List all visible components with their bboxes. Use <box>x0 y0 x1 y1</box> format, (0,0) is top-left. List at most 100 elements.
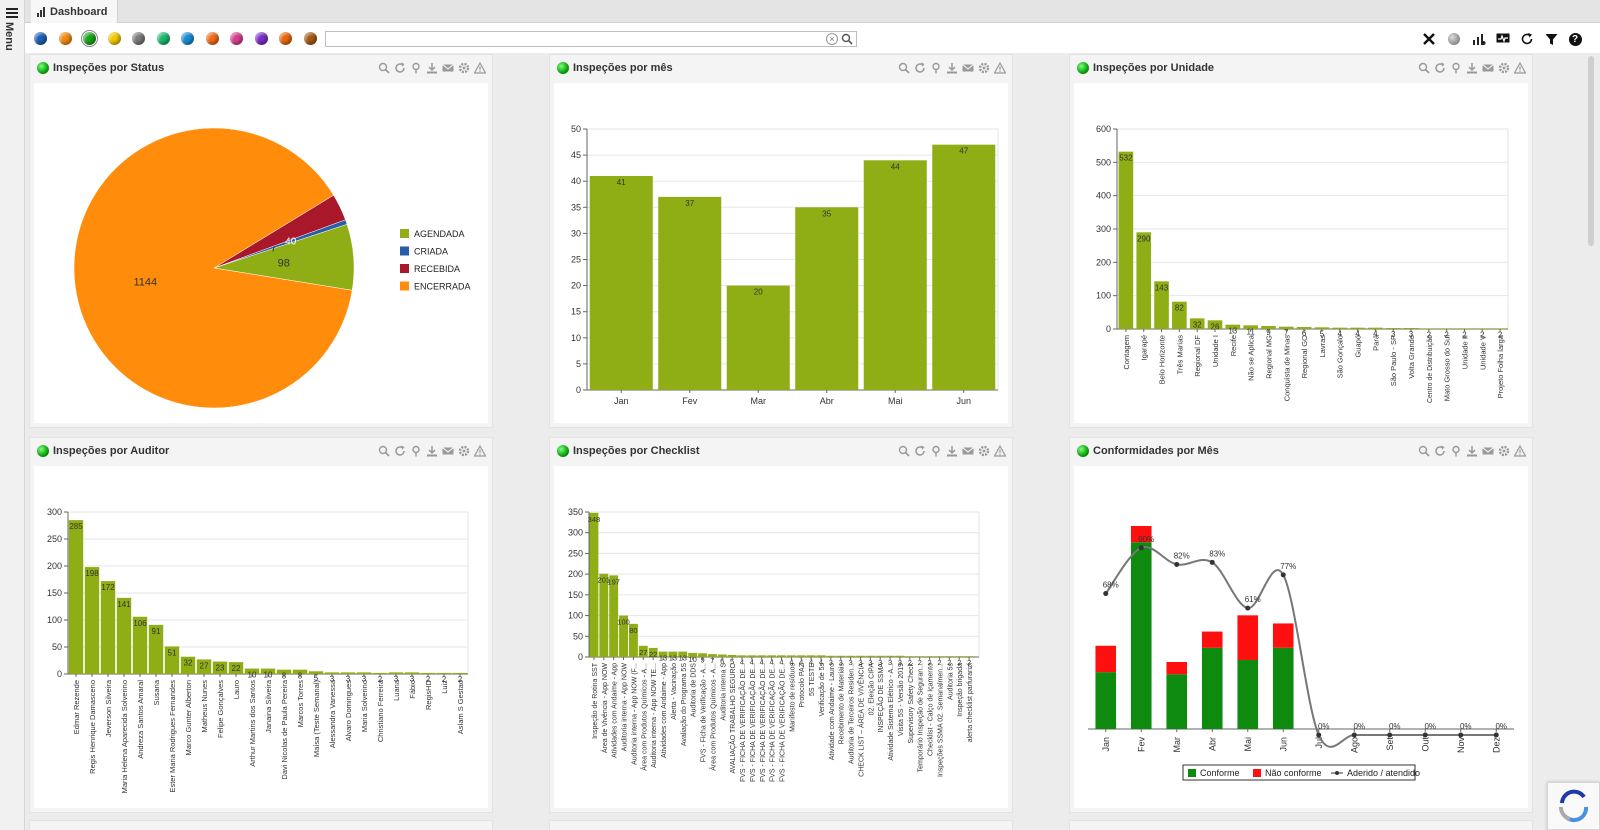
bar[interactable] <box>1368 327 1383 329</box>
bar[interactable] <box>915 656 925 657</box>
warning-icon[interactable] <box>473 61 487 74</box>
refresh-icon[interactable] <box>914 444 926 457</box>
bar[interactable] <box>68 520 84 674</box>
search-icon[interactable] <box>1418 61 1430 74</box>
bar[interactable] <box>372 672 388 674</box>
line-point[interactable] <box>1209 559 1215 565</box>
refresh-icon[interactable] <box>1434 61 1446 74</box>
warning-icon[interactable] <box>1513 61 1527 74</box>
color-filter-dot[interactable] <box>58 32 72 45</box>
email-icon[interactable] <box>1482 61 1494 74</box>
pin-icon[interactable] <box>930 61 942 74</box>
line-point[interactable] <box>1387 732 1393 738</box>
download-icon[interactable] <box>1466 444 1478 457</box>
menu-hamburger-icon[interactable] <box>6 8 18 20</box>
monitor-icon[interactable] <box>1495 31 1511 47</box>
bar[interactable] <box>1278 326 1294 329</box>
bar[interactable] <box>132 616 148 674</box>
bar[interactable] <box>589 512 599 657</box>
pin-icon[interactable] <box>1450 61 1462 74</box>
warning-icon[interactable] <box>1513 444 1527 457</box>
color-filter-dot[interactable] <box>230 32 243 45</box>
bar[interactable] <box>1457 328 1472 329</box>
bar[interactable] <box>717 654 727 657</box>
side-menu-toggle[interactable]: Menu <box>0 0 25 830</box>
bar[interactable] <box>244 668 260 674</box>
bar[interactable] <box>1439 328 1454 329</box>
bar[interactable] <box>164 646 180 674</box>
bar[interactable] <box>727 654 737 657</box>
color-filter-dot[interactable] <box>107 32 121 45</box>
bar[interactable] <box>1296 327 1312 329</box>
line-point[interactable] <box>1174 561 1180 567</box>
stacked-bar-segment[interactable] <box>1095 672 1117 729</box>
bar[interactable] <box>816 655 826 657</box>
email-icon[interactable] <box>1482 444 1494 457</box>
color-filter-dot[interactable] <box>156 32 170 45</box>
bar[interactable] <box>678 651 688 657</box>
bar[interactable] <box>148 624 164 674</box>
refresh-icon[interactable] <box>914 61 926 74</box>
bar[interactable] <box>308 671 324 674</box>
color-filter-dot[interactable] <box>181 32 194 45</box>
stacked-bar-segment[interactable] <box>1166 674 1188 729</box>
chart-settings-icon[interactable] <box>1471 31 1487 47</box>
email-icon[interactable] <box>962 444 974 457</box>
bar[interactable] <box>1474 328 1490 329</box>
gear-icon[interactable] <box>458 444 470 457</box>
gear-icon[interactable] <box>978 61 990 74</box>
line-point[interactable] <box>1458 732 1464 738</box>
bar[interactable] <box>757 655 767 657</box>
bar[interactable] <box>863 160 927 390</box>
filter-icon[interactable] <box>1543 31 1559 47</box>
bar[interactable] <box>935 656 944 657</box>
bar[interactable] <box>84 567 100 674</box>
line-point[interactable] <box>1493 732 1499 738</box>
close-icon[interactable] <box>1421 31 1437 47</box>
email-icon[interactable] <box>962 61 974 74</box>
refresh-icon[interactable] <box>394 444 406 457</box>
refresh-icon[interactable] <box>1519 31 1535 47</box>
download-icon[interactable] <box>946 444 958 457</box>
recaptcha-badge[interactable] <box>1547 782 1600 830</box>
bar[interactable] <box>388 672 404 674</box>
bar[interactable] <box>196 659 212 674</box>
bar[interactable] <box>865 655 875 657</box>
bar[interactable] <box>648 647 658 657</box>
bar[interactable] <box>688 652 698 657</box>
color-filter-dot[interactable] <box>205 32 219 45</box>
bar[interactable] <box>806 655 816 657</box>
download-icon[interactable] <box>1466 61 1478 74</box>
bar[interactable] <box>100 581 116 674</box>
warning-icon[interactable] <box>993 444 1007 457</box>
bar[interactable] <box>1225 324 1241 329</box>
search-icon[interactable] <box>378 444 390 457</box>
bar[interactable] <box>212 661 228 674</box>
bar[interactable] <box>658 196 722 390</box>
bar[interactable] <box>1332 327 1348 329</box>
search-icon[interactable] <box>898 444 910 457</box>
search-input[interactable] <box>328 32 818 46</box>
download-icon[interactable] <box>426 61 438 74</box>
color-filter-dot[interactable] <box>279 32 292 45</box>
stacked-bar-segment[interactable] <box>1272 623 1294 648</box>
color-filter-dot[interactable] <box>303 32 317 45</box>
search-box[interactable]: × <box>325 31 857 47</box>
bar[interactable] <box>1403 328 1419 329</box>
bar[interactable] <box>1243 325 1258 329</box>
bar[interactable] <box>925 656 935 657</box>
bar[interactable] <box>436 672 452 674</box>
stacked-bar-segment[interactable] <box>1201 647 1223 729</box>
bar[interactable] <box>856 655 865 657</box>
bar[interactable] <box>1492 328 1508 329</box>
stacked-bar-segment[interactable] <box>1095 645 1117 673</box>
bar[interactable] <box>1261 326 1276 329</box>
bar[interactable] <box>180 656 196 674</box>
search-icon[interactable] <box>898 61 910 74</box>
bar[interactable] <box>1172 301 1187 329</box>
gear-icon[interactable] <box>1498 61 1510 74</box>
pie-slice[interactable] <box>73 127 353 409</box>
bar[interactable] <box>726 285 790 390</box>
bar[interactable] <box>1385 328 1401 329</box>
color-filter-dot[interactable] <box>132 32 145 45</box>
